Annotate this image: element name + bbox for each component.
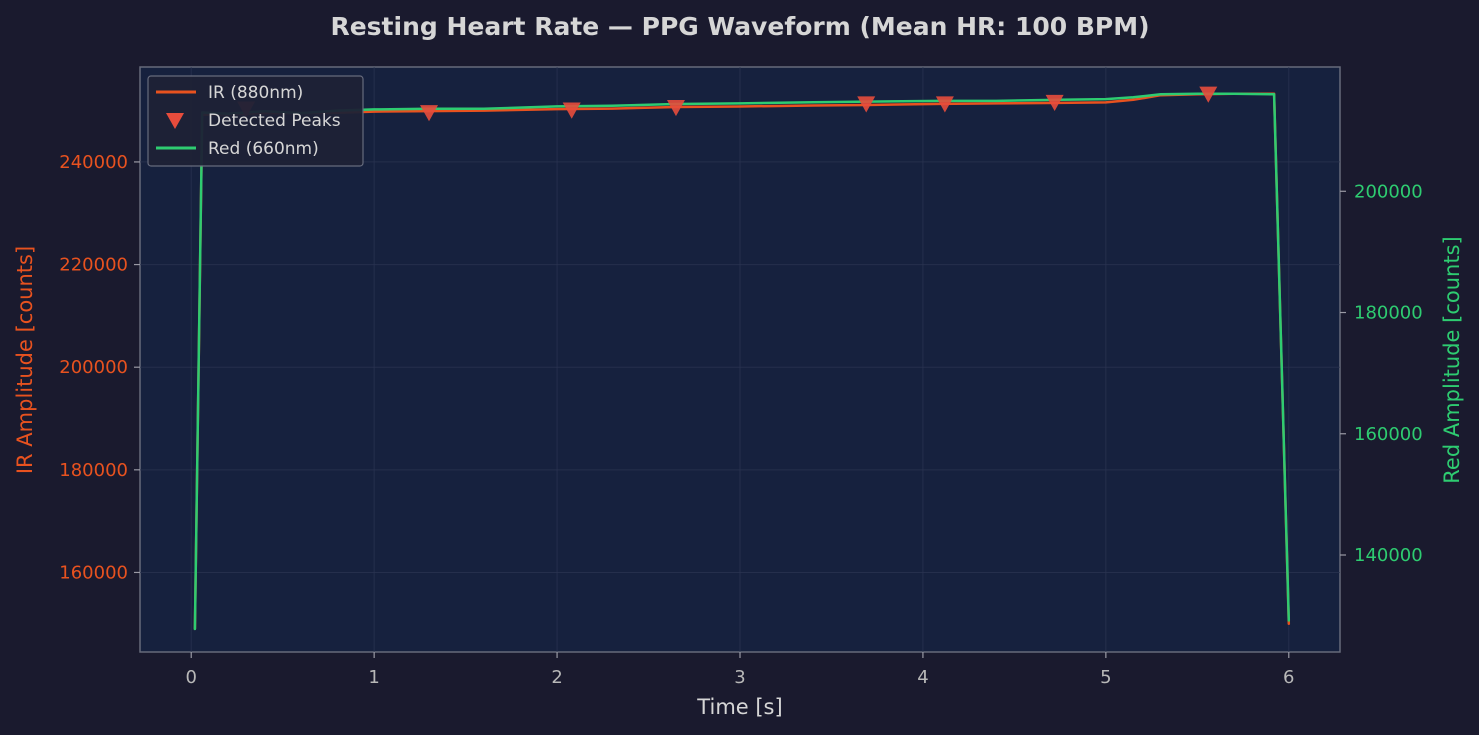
peak-marker [1045,94,1064,112]
peak-marker [935,96,954,113]
peak-marker [1199,86,1218,103]
peak-marker [562,102,581,119]
grid-lines [140,67,1340,652]
y-right-tick-label: 160000 [1354,424,1423,445]
y-right-tick-label: 140000 [1354,545,1423,566]
x-tick-label: 1 [368,667,379,688]
y-left-axis-label: IR Amplitude [counts] [13,246,37,474]
y-left-tick-label: 240000 [59,152,128,173]
chart-title: Resting Heart Rate — PPG Waveform (Mean … [330,12,1149,41]
y-left-axis-ticks: 160000 180000 200000 220000 240000 [59,152,140,583]
peak-marker [857,96,876,113]
peak-marker [420,105,439,122]
x-axis-ticks: 0 1 2 3 4 5 6 [185,652,1295,688]
y-right-axis-label: Red Amplitude [counts] [1440,236,1464,483]
peak-marker [666,99,685,117]
x-tick-label: 0 [185,667,196,688]
y-right-tick-label: 180000 [1354,303,1423,324]
y-left-tick-label: 220000 [59,255,128,276]
legend: IR (880nm) Detected Peaks Red (660nm) [147,75,364,167]
legend-peaks-swatch [166,113,184,129]
legend-ir-label: IR (880nm) [208,83,303,103]
y-left-tick-label: 160000 [59,562,128,583]
x-tick-label: 4 [917,667,928,688]
x-tick-label: 5 [1100,667,1111,688]
y-right-axis-ticks: 140000 160000 180000 200000 [1340,181,1423,566]
y-right-tick-label: 200000 [1354,181,1423,202]
legend-red-label: Red (660nm) [208,139,319,159]
legend-box [147,75,364,167]
x-tick-label: 6 [1283,667,1294,688]
y-left-tick-label: 200000 [59,357,128,378]
y-left-tick-label: 180000 [59,460,128,481]
legend-peaks-label: Detected Peaks [208,111,341,131]
x-tick-label: 2 [551,667,562,688]
x-axis-label: Time [s] [696,695,782,719]
x-tick-label: 3 [734,667,745,688]
